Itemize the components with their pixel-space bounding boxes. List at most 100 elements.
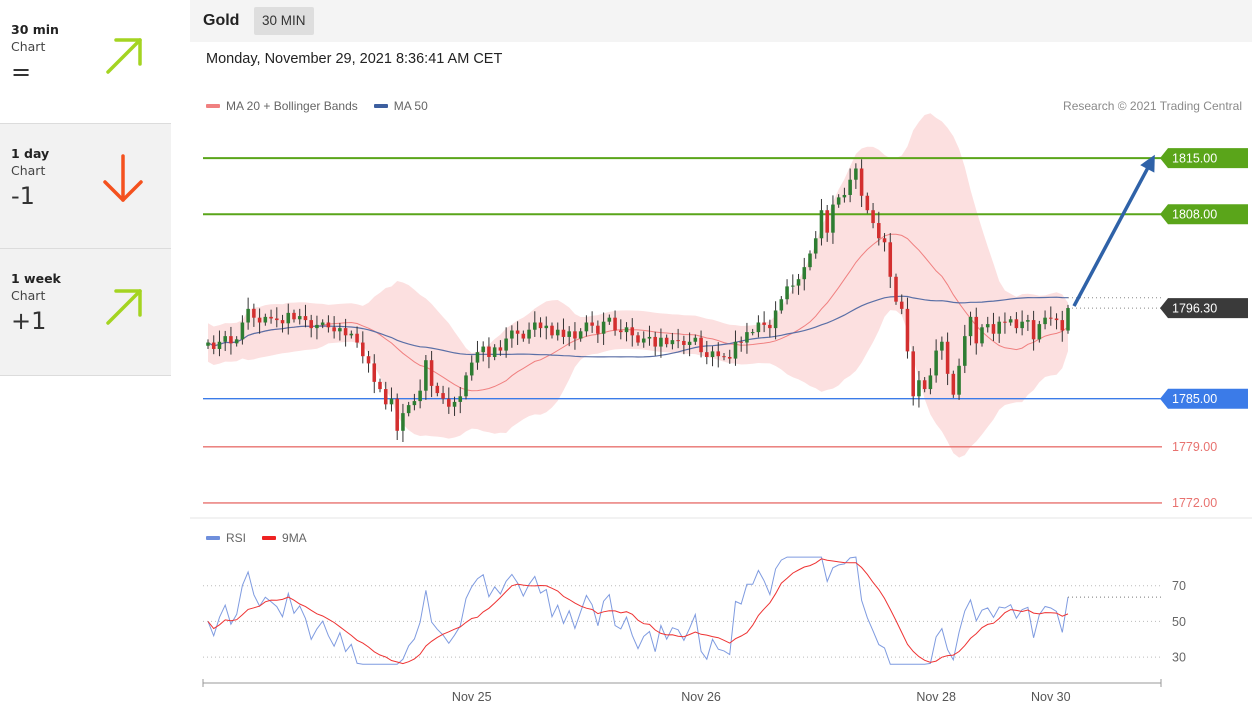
- candle-body: [315, 324, 319, 329]
- legend-label-ma20: MA 20 + Bollinger Bands: [226, 99, 358, 113]
- candle-body: [1003, 321, 1007, 323]
- candle-body: [366, 356, 371, 364]
- candle-body: [441, 393, 445, 399]
- candle-body: [922, 380, 927, 390]
- legend-swatch-ma20: [206, 104, 220, 108]
- candle: [389, 387, 394, 412]
- signal-period: 1 day: [11, 146, 50, 161]
- candle: [888, 233, 893, 289]
- level-label-1772.00: 1772.00: [1172, 496, 1217, 510]
- candle: [750, 328, 755, 336]
- candle-body: [796, 279, 801, 286]
- candle-body: [682, 340, 686, 345]
- level-tag-1796.30: [1160, 298, 1248, 319]
- candle: [383, 381, 388, 410]
- candle-body: [389, 398, 394, 405]
- candle: [447, 387, 451, 414]
- candle: [1054, 313, 1059, 330]
- legend-swatch-ma50: [373, 104, 388, 108]
- candle: [206, 339, 210, 349]
- level-tag-1815.00: [1160, 148, 1248, 169]
- candle: [773, 301, 778, 340]
- candle-body: [802, 267, 807, 280]
- candle: [848, 168, 852, 203]
- signal-item-1day[interactable]: 1 day Chart -1: [0, 124, 171, 249]
- candle: [555, 322, 560, 341]
- candle-body: [865, 195, 870, 211]
- candle: [481, 341, 485, 362]
- candle-body: [469, 362, 474, 376]
- candle: [796, 273, 801, 295]
- candle-body: [206, 342, 210, 346]
- candle: [670, 332, 675, 350]
- candle-body: [229, 336, 233, 344]
- candle-body: [275, 318, 279, 321]
- candle-body: [533, 322, 537, 330]
- candle: [802, 257, 807, 291]
- candle: [601, 312, 606, 345]
- candle: [263, 313, 268, 326]
- candle: [280, 314, 285, 333]
- candle-body: [619, 330, 623, 333]
- candle: [372, 354, 377, 394]
- candle: [819, 198, 824, 246]
- candle: [682, 335, 686, 355]
- candle-body: [636, 335, 640, 343]
- candle-body: [561, 329, 566, 337]
- candle: [1020, 310, 1024, 336]
- candle-body: [928, 375, 933, 390]
- candle: [464, 372, 468, 400]
- candle-body: [899, 301, 904, 309]
- candle-body: [1031, 320, 1036, 340]
- legend-swatch-9ma: [262, 536, 277, 540]
- candle: [1037, 320, 1042, 343]
- candle-body: [573, 331, 577, 339]
- candle-body: [653, 336, 657, 347]
- candle-body: [481, 346, 485, 353]
- candle: [963, 324, 967, 374]
- candle-body: [435, 385, 440, 394]
- signal-subtitle: Chart: [11, 39, 46, 54]
- candle-body: [515, 330, 520, 334]
- candle-body: [349, 333, 354, 336]
- candle: [831, 195, 835, 244]
- level-label-1815.00: 1815.00: [1172, 152, 1217, 166]
- candle-body: [320, 322, 325, 325]
- candle-body: [951, 373, 956, 395]
- candle-body: [223, 336, 227, 342]
- candle-body: [779, 299, 784, 311]
- candle: [452, 396, 457, 416]
- candle: [412, 393, 417, 411]
- signal-item-1week[interactable]: 1 week Chart +1: [0, 249, 171, 376]
- candle-body: [1014, 319, 1019, 329]
- candle-body: [785, 286, 789, 300]
- candle-body: [819, 210, 824, 239]
- instrument-title: Gold: [203, 12, 240, 29]
- candle-body: [791, 285, 795, 287]
- candle-body: [963, 336, 967, 366]
- candle: [882, 233, 887, 252]
- candle: [584, 315, 589, 337]
- candle: [653, 331, 657, 356]
- candle: [578, 328, 583, 342]
- candle-body: [326, 322, 331, 328]
- x-tick-label: Nov 30: [1031, 690, 1071, 704]
- candle-body: [544, 325, 549, 329]
- candle: [968, 311, 973, 346]
- candle-body: [464, 375, 468, 397]
- candle: [676, 328, 680, 349]
- candle-body: [590, 322, 594, 326]
- candle-body: [355, 333, 359, 343]
- candle-body: [825, 210, 829, 233]
- candle: [355, 326, 359, 348]
- candle-body: [487, 346, 491, 357]
- candle: [641, 331, 646, 348]
- candle: [332, 316, 336, 339]
- candle: [739, 336, 743, 352]
- candle-body: [492, 347, 497, 357]
- candle-body: [813, 238, 818, 254]
- timeframe-badge[interactable]: 30 MIN: [254, 7, 314, 35]
- signal-item-30min[interactable]: 30 min Chart =: [0, 0, 171, 124]
- candle-body: [664, 337, 669, 345]
- candle-body: [584, 322, 589, 332]
